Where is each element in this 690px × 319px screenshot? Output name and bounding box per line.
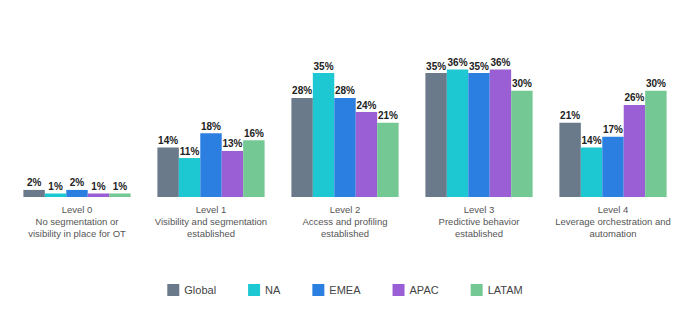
svg-text:17%: 17% (603, 124, 623, 135)
svg-text:28%: 28% (292, 85, 312, 96)
svg-text:Level 1: Level 1 (196, 204, 227, 215)
svg-text:16%: 16% (244, 128, 264, 139)
svg-text:36%: 36% (448, 57, 468, 68)
svg-text:2%: 2% (70, 177, 85, 188)
svg-text:30%: 30% (646, 78, 666, 89)
svg-text:24%: 24% (356, 100, 376, 111)
svg-text:13%: 13% (222, 138, 242, 149)
svg-text:18%: 18% (201, 121, 221, 132)
svg-text:Global: Global (184, 284, 216, 296)
svg-text:Leverage orchestration and: Leverage orchestration and (555, 216, 671, 227)
svg-text:NA: NA (265, 284, 281, 296)
svg-text:No segmentation or: No segmentation or (36, 216, 119, 227)
svg-text:1%: 1% (48, 181, 63, 192)
svg-text:Access and profiling: Access and profiling (302, 216, 387, 227)
svg-text:LATAM: LATAM (488, 284, 523, 296)
svg-text:21%: 21% (560, 110, 580, 121)
svg-text:established: established (321, 228, 369, 239)
svg-text:14%: 14% (582, 135, 602, 146)
svg-text:established: established (187, 228, 235, 239)
svg-text:28%: 28% (335, 85, 355, 96)
svg-text:35%: 35% (426, 61, 446, 72)
svg-text:1%: 1% (113, 181, 128, 192)
svg-text:Level 2: Level 2 (330, 204, 361, 215)
svg-text:35%: 35% (314, 61, 334, 72)
svg-text:Level 0: Level 0 (62, 204, 93, 215)
svg-text:1%: 1% (91, 181, 106, 192)
svg-text:35%: 35% (469, 61, 489, 72)
svg-text:automation: automation (589, 228, 636, 239)
svg-text:36%: 36% (490, 57, 510, 68)
svg-text:established: established (455, 228, 503, 239)
svg-text:APAC: APAC (410, 284, 439, 296)
svg-text:14%: 14% (158, 135, 178, 146)
svg-text:Predictive behavior: Predictive behavior (439, 216, 520, 227)
svg-text:2%: 2% (27, 177, 42, 188)
svg-text:visibility in place for OT: visibility in place for OT (28, 228, 126, 239)
svg-text:21%: 21% (378, 110, 398, 121)
svg-text:Level 3: Level 3 (464, 204, 495, 215)
svg-text:Level 4: Level 4 (598, 204, 629, 215)
svg-text:26%: 26% (624, 92, 644, 103)
svg-text:EMEA: EMEA (329, 284, 361, 296)
svg-text:Visibility and segmentation: Visibility and segmentation (155, 216, 267, 227)
svg-text:11%: 11% (180, 146, 200, 157)
svg-text:30%: 30% (512, 78, 532, 89)
